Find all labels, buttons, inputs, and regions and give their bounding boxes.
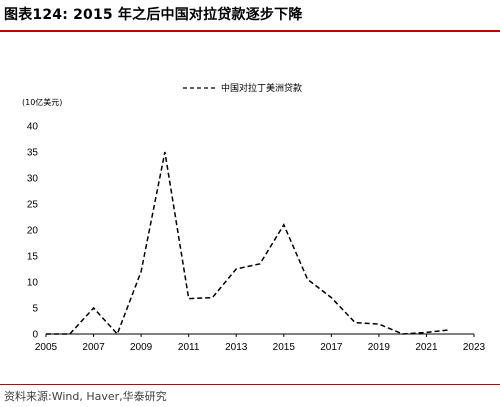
legend-label: 中国对拉丁美洲贷款 [221, 82, 302, 94]
x-tick-label: 2019 [368, 342, 391, 353]
x-tick-label: 2005 [35, 342, 58, 353]
source-divider [0, 384, 500, 385]
y-tick-label: 15 [27, 252, 39, 263]
page-title: 图表124: 2015 年之后中国对拉贷款逐步下降 [4, 7, 303, 23]
x-axis: 2005 2007 2009 2011 2013 2015 2017 2019 2021 2023 [35, 334, 486, 353]
series-layer [46, 151, 451, 336]
y-tick-label: 10 [27, 278, 39, 289]
x-tick-label: 2023 [463, 342, 486, 353]
x-tick-label: 2017 [320, 342, 343, 353]
y-tick-label: 35 [27, 148, 39, 159]
x-tick-label: 2015 [273, 342, 296, 353]
source-note: 资料来源:Wind, Haver,华泰研究 [4, 390, 167, 403]
series-line [46, 151, 451, 336]
x-tick-label: 2013 [225, 342, 248, 353]
y-axis-unit-label: (10亿美元) [22, 97, 62, 107]
y-tick-label: 30 [27, 174, 39, 185]
y-tick-label: 25 [27, 200, 39, 211]
y-tick-label: 20 [27, 226, 39, 237]
x-tick-label: 2009 [130, 342, 153, 353]
x-tick-label: 2011 [178, 342, 200, 353]
legend: 中国对拉丁美洲贷款 [183, 82, 302, 94]
x-tick-label: 2021 [415, 342, 438, 353]
y-tick-label: 0 [32, 330, 38, 341]
title-divider [0, 30, 500, 32]
x-tick-label: 2007 [82, 342, 105, 353]
y-tick-label: 5 [32, 304, 38, 315]
y-tick-label: 40 [27, 122, 39, 133]
y-axis: 0 5 10 15 20 25 30 35 40 [27, 122, 39, 341]
